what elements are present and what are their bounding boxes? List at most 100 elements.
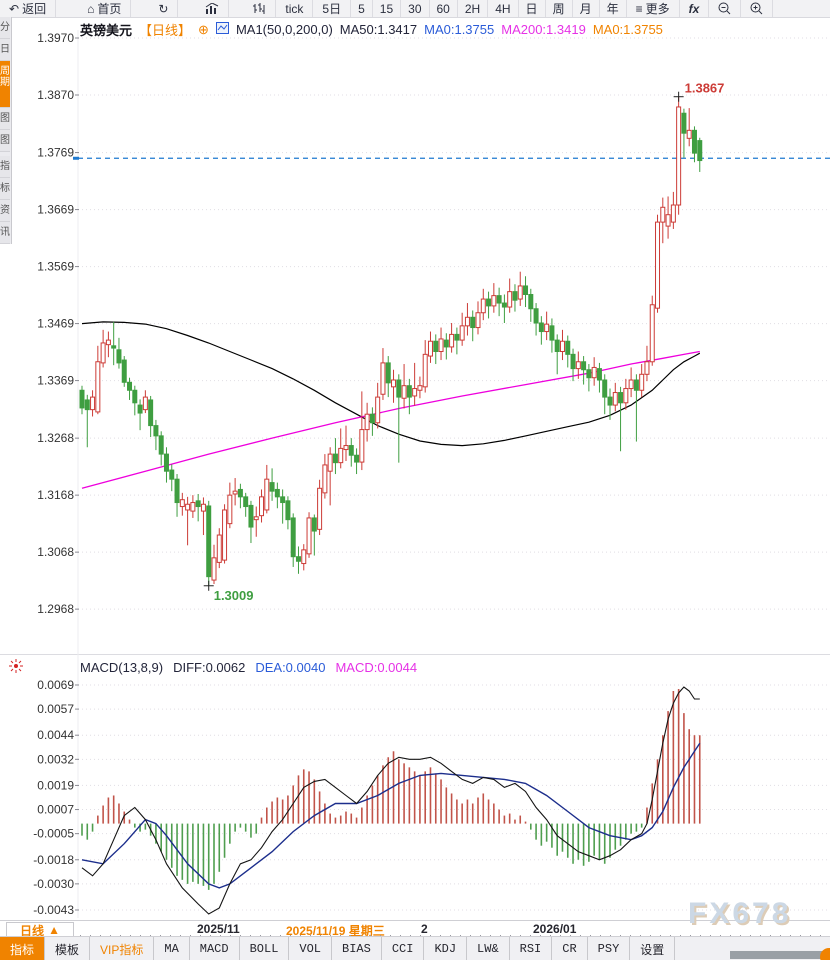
svg-text:0.0057: 0.0057 bbox=[37, 702, 74, 716]
fx-tools-button[interactable]: fx bbox=[680, 0, 710, 17]
svg-text:1.3870: 1.3870 bbox=[37, 88, 74, 102]
line-chart-icon bbox=[215, 22, 229, 37]
period-4h-button[interactable]: 4H bbox=[488, 0, 519, 17]
macd-settings-label: MACD(13,8,9) bbox=[80, 660, 164, 675]
svg-text:-0.0005: -0.0005 bbox=[33, 827, 74, 841]
menu-icon: ≡ bbox=[635, 1, 643, 16]
svg-text:1.3867: 1.3867 bbox=[685, 81, 725, 96]
indicator-bias[interactable]: BIAS bbox=[332, 937, 382, 960]
macd-settings-button[interactable] bbox=[8, 658, 24, 674]
macd-header: MACD(13,8,9) DIFF:0.0062 DEA:0.0040 MACD… bbox=[80, 660, 417, 675]
left-tab[interactable]: 分 bbox=[0, 17, 10, 39]
period-60m-button[interactable]: 60 bbox=[430, 0, 458, 17]
svg-text:0.0019: 0.0019 bbox=[37, 778, 74, 792]
x-axis-label: 2025/11 bbox=[197, 922, 240, 936]
left-tab[interactable]: 标 bbox=[0, 178, 10, 200]
refresh-icon: ↻ bbox=[158, 1, 169, 16]
svg-text:0.0032: 0.0032 bbox=[37, 752, 74, 766]
home-icon: ⌂ bbox=[87, 1, 95, 16]
add-indicator-icon[interactable]: ⊕ bbox=[198, 21, 209, 37]
left-tab-active[interactable]: 周期 bbox=[0, 61, 10, 108]
dea-value: DEA:0.0040 bbox=[255, 660, 326, 675]
period-year-button[interactable]: 年 bbox=[600, 0, 627, 17]
svg-text:1.3009: 1.3009 bbox=[214, 588, 254, 603]
crosshair-date-label: 2025/11/19 星期三 bbox=[286, 924, 385, 938]
tab-templates[interactable]: 模板 bbox=[45, 937, 91, 960]
refresh-button[interactable]: ↻ bbox=[149, 0, 179, 17]
more-button[interactable]: ≡ 更多 bbox=[627, 0, 680, 17]
period-tick-button[interactable]: tick bbox=[276, 0, 314, 17]
back-label: 返回 bbox=[22, 2, 47, 16]
left-tab[interactable]: 指 bbox=[0, 156, 10, 178]
svg-text:1.3970: 1.3970 bbox=[37, 31, 74, 45]
chart-type-line-button[interactable] bbox=[196, 0, 230, 17]
svg-text:0.0044: 0.0044 bbox=[37, 728, 74, 742]
tab-vip-indicators[interactable]: VIP指标 bbox=[90, 937, 155, 960]
horizontal-scrollbar[interactable] bbox=[730, 951, 830, 959]
macd-value: MACD:0.0044 bbox=[335, 660, 418, 675]
indicator-kdj[interactable]: KDJ bbox=[424, 937, 468, 960]
period-week-button[interactable]: 周 bbox=[546, 0, 573, 17]
period-day-button[interactable]: 日 bbox=[519, 0, 546, 17]
tab-indicators[interactable]: 指标 bbox=[0, 937, 46, 960]
indicator-vol[interactable]: VOL bbox=[289, 937, 333, 960]
svg-text:1.3669: 1.3669 bbox=[37, 203, 74, 217]
ohlc-bars-icon bbox=[252, 3, 266, 14]
diff-value: DIFF:0.0062 bbox=[173, 660, 246, 675]
svg-text:1.3369: 1.3369 bbox=[37, 374, 74, 388]
home-label: 首页 bbox=[97, 2, 122, 16]
sun-icon bbox=[9, 659, 23, 673]
indicator-cci[interactable]: CCI bbox=[382, 937, 425, 960]
indicator-psy[interactable]: PSY bbox=[588, 937, 631, 960]
corner-handle[interactable] bbox=[820, 948, 830, 960]
fx678-watermark: FX678 bbox=[688, 897, 792, 930]
back-icon: ↶ bbox=[9, 1, 20, 16]
period-15m-button[interactable]: 15 bbox=[373, 0, 402, 17]
period-2h-button[interactable]: 2H bbox=[458, 0, 489, 17]
home-button[interactable]: ⌂ 首页 bbox=[78, 0, 132, 17]
main-chart-header: 英镑美元 【日线】 ⊕ MA1(50,0,200,0) MA50:1.3417 … bbox=[80, 20, 663, 39]
indicator-settings[interactable]: 设置 bbox=[630, 937, 676, 960]
bar-chart-icon bbox=[205, 3, 219, 14]
indicator-boll[interactable]: BOLL bbox=[240, 937, 290, 960]
left-tab[interactable]: 讯 bbox=[0, 222, 10, 244]
ma50-value: MA50:1.3417 bbox=[339, 22, 418, 37]
zoom-in-button[interactable] bbox=[741, 0, 774, 17]
period-5m-button[interactable]: 5 bbox=[351, 0, 373, 17]
indicator-macd[interactable]: MACD bbox=[190, 937, 240, 960]
tick-label: tick bbox=[285, 1, 304, 16]
svg-text:1.3569: 1.3569 bbox=[37, 260, 74, 274]
left-tab[interactable]: 资 bbox=[0, 200, 10, 222]
left-tab[interactable]: 日 bbox=[0, 39, 10, 61]
chart-type-ohlc-button[interactable] bbox=[243, 0, 277, 17]
left-tab[interactable]: 图 bbox=[0, 130, 10, 152]
svg-text:0.0007: 0.0007 bbox=[37, 803, 74, 817]
back-button[interactable]: ↶ 返回 bbox=[0, 0, 57, 17]
zoom-out-icon bbox=[718, 2, 731, 15]
period-tag: 【日线】 bbox=[139, 23, 192, 38]
svg-text:1.3068: 1.3068 bbox=[37, 545, 74, 559]
svg-text:1.3168: 1.3168 bbox=[37, 488, 74, 502]
symbol-name: 英镑美元 bbox=[80, 23, 133, 38]
svg-text:1.2968: 1.2968 bbox=[37, 602, 74, 616]
chevron-up-icon: ▲ bbox=[48, 923, 60, 937]
ma0-orange-value: MA0:1.3755 bbox=[592, 22, 663, 37]
svg-text:-0.0030: -0.0030 bbox=[33, 877, 74, 891]
period-month-button[interactable]: 月 bbox=[573, 0, 600, 17]
indicator-cr[interactable]: CR bbox=[552, 937, 588, 960]
ma-settings: MA1(50,0,200,0) bbox=[235, 22, 333, 37]
indicator-ma[interactable]: MA bbox=[154, 937, 190, 960]
period-30m-button[interactable]: 30 bbox=[401, 0, 430, 17]
ma200-value: MA200:1.3419 bbox=[501, 22, 586, 37]
left-tab[interactable]: 图 bbox=[0, 108, 10, 130]
indicator-rsi[interactable]: RSI bbox=[510, 937, 553, 960]
svg-text:-0.0043: -0.0043 bbox=[33, 903, 74, 917]
svg-text:0.0069: 0.0069 bbox=[37, 678, 74, 692]
x-axis-label-partial: 2 bbox=[421, 922, 428, 936]
indicator-lw[interactable]: LW& bbox=[467, 937, 510, 960]
zoom-in-icon bbox=[750, 2, 763, 15]
period-5d-button[interactable]: 5日 bbox=[313, 0, 352, 17]
zoom-out-button[interactable] bbox=[709, 0, 742, 17]
